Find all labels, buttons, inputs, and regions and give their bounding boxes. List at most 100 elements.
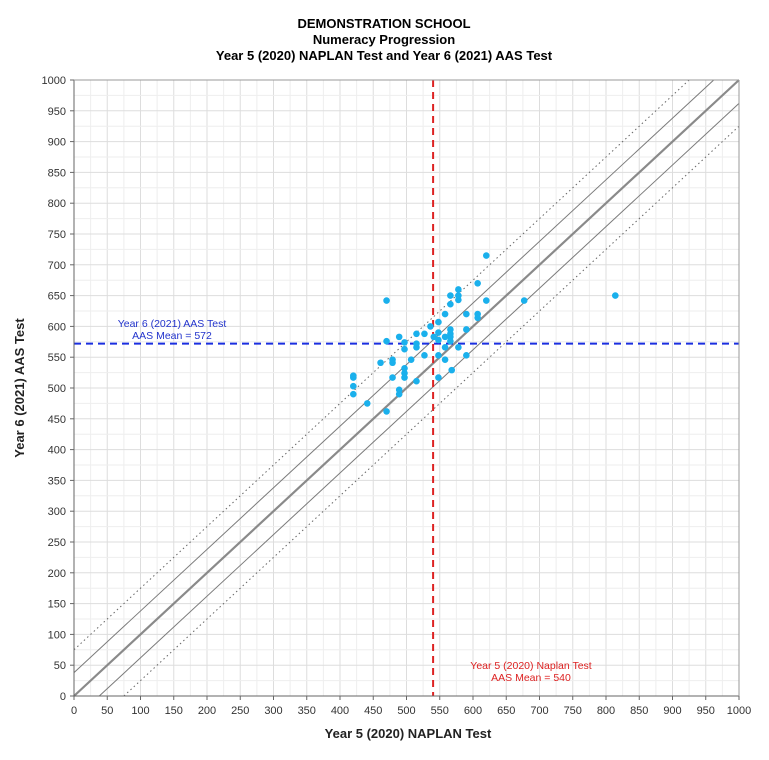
y-tick-label: 900 (48, 137, 66, 149)
y-tick-label: 800 (48, 198, 66, 210)
data-point (447, 292, 454, 299)
data-point (441, 333, 449, 341)
x-tick-label: 50 (101, 705, 113, 717)
inner-band-line (98, 103, 740, 697)
y-tick-label: 400 (48, 445, 66, 457)
x-tick-label: 850 (630, 705, 648, 717)
data-point (435, 318, 442, 326)
data-point (483, 297, 490, 304)
data-point (389, 374, 396, 381)
x-tick-label: 550 (431, 705, 449, 717)
data-point (435, 329, 442, 336)
x-tick-label: 500 (397, 705, 415, 717)
data-point (441, 344, 449, 351)
data-point (447, 337, 454, 345)
data-point (455, 344, 462, 351)
x-tick-label: 1000 (727, 705, 751, 717)
chart-title-line-3: Year 5 (2020) NAPLAN Test and Year 6 (20… (216, 48, 553, 63)
y-tick-label: 950 (48, 106, 66, 118)
x-tick-label: 650 (497, 705, 515, 717)
x-axis-title: Year 5 (2020) NAPLAN Test (325, 726, 492, 741)
x-tick-label: 750 (564, 705, 582, 717)
y-tick-label: 750 (48, 229, 66, 241)
data-point (441, 356, 449, 363)
data-point (474, 279, 481, 287)
data-point (401, 339, 408, 346)
x-tick-label: 800 (597, 705, 615, 717)
y-tick-label: 1000 (42, 75, 66, 87)
data-point (427, 323, 434, 330)
data-point (463, 310, 470, 318)
data-point (401, 345, 408, 353)
data-point (447, 300, 454, 308)
data-point (383, 408, 390, 415)
data-point (448, 366, 456, 374)
y-mean-label-line-1: Year 6 (2021) AAS Test (118, 318, 227, 330)
data-point (413, 344, 420, 351)
x-tick-label: 100 (131, 705, 149, 717)
y-tick-label: 850 (48, 167, 66, 179)
x-tick-label: 250 (231, 705, 249, 717)
x-tick-label: 300 (264, 705, 282, 717)
y-tick-label: 200 (48, 568, 66, 580)
data-points (350, 252, 619, 415)
y-tick-label: 100 (48, 629, 66, 641)
data-point (395, 390, 403, 398)
x-mean-label-line-2: AAS Mean = 540 (491, 672, 571, 684)
data-point (350, 382, 357, 390)
data-point (377, 359, 384, 367)
reference-lines (73, 79, 740, 697)
y-tick-label: 150 (48, 599, 66, 611)
y-tick-label: 450 (48, 414, 66, 426)
x-tick-labels: 0 50 100 150 200 250 300 350 400 450 500 550 600 650 7… (71, 696, 751, 717)
chart-title-line-1: DEMONSTRATION SCHOOL (297, 16, 470, 31)
data-point (421, 330, 428, 338)
y-tick-label: 250 (48, 537, 66, 549)
x-tick-label: 700 (530, 705, 548, 717)
y-mean-label-line-2: AAS Mean = 572 (132, 330, 212, 342)
y-tick-label: 650 (48, 291, 66, 303)
data-point (435, 352, 442, 359)
x-tick-label: 200 (198, 705, 216, 717)
data-point (363, 400, 371, 407)
data-point (401, 374, 408, 381)
data-point (463, 352, 470, 359)
data-point (413, 330, 420, 338)
data-point (463, 326, 470, 333)
grid-lines (73, 79, 740, 697)
identity-line (73, 79, 740, 697)
data-point (395, 333, 403, 341)
mean-lines (74, 80, 739, 696)
data-point (612, 292, 619, 299)
x-tick-label: 0 (71, 705, 77, 717)
data-point (421, 352, 428, 359)
y-tick-label: 0 (60, 691, 66, 703)
chart-title-line-2: Numeracy Progression (313, 32, 455, 47)
x-tick-label: 400 (331, 705, 349, 717)
data-point (401, 364, 408, 372)
x-tick-label: 900 (663, 705, 681, 717)
data-point (430, 333, 438, 341)
outer-band-line (123, 125, 740, 697)
x-tick-label: 950 (697, 705, 715, 717)
data-point (441, 310, 449, 318)
y-tick-label: 300 (48, 506, 66, 518)
data-point (435, 374, 442, 381)
x-tick-label: 600 (464, 705, 482, 717)
y-axis-title: Year 6 (2021) AAS Test (12, 318, 27, 458)
data-point (383, 337, 390, 345)
data-point (474, 314, 481, 322)
data-point (413, 377, 420, 385)
y-tick-label: 550 (48, 352, 66, 364)
data-point (350, 374, 357, 381)
x-tick-label: 450 (364, 705, 382, 717)
data-point (407, 356, 415, 363)
y-tick-label: 350 (48, 475, 66, 487)
data-point (383, 297, 390, 304)
x-mean-label-line-1: Year 5 (2020) Naplan Test (470, 660, 591, 672)
data-point (520, 297, 528, 304)
y-tick-label: 700 (48, 260, 66, 272)
y-tick-labels: 0 50 100 150 200 250 300 350 400 450 500 550 600 650 7… (42, 75, 74, 703)
